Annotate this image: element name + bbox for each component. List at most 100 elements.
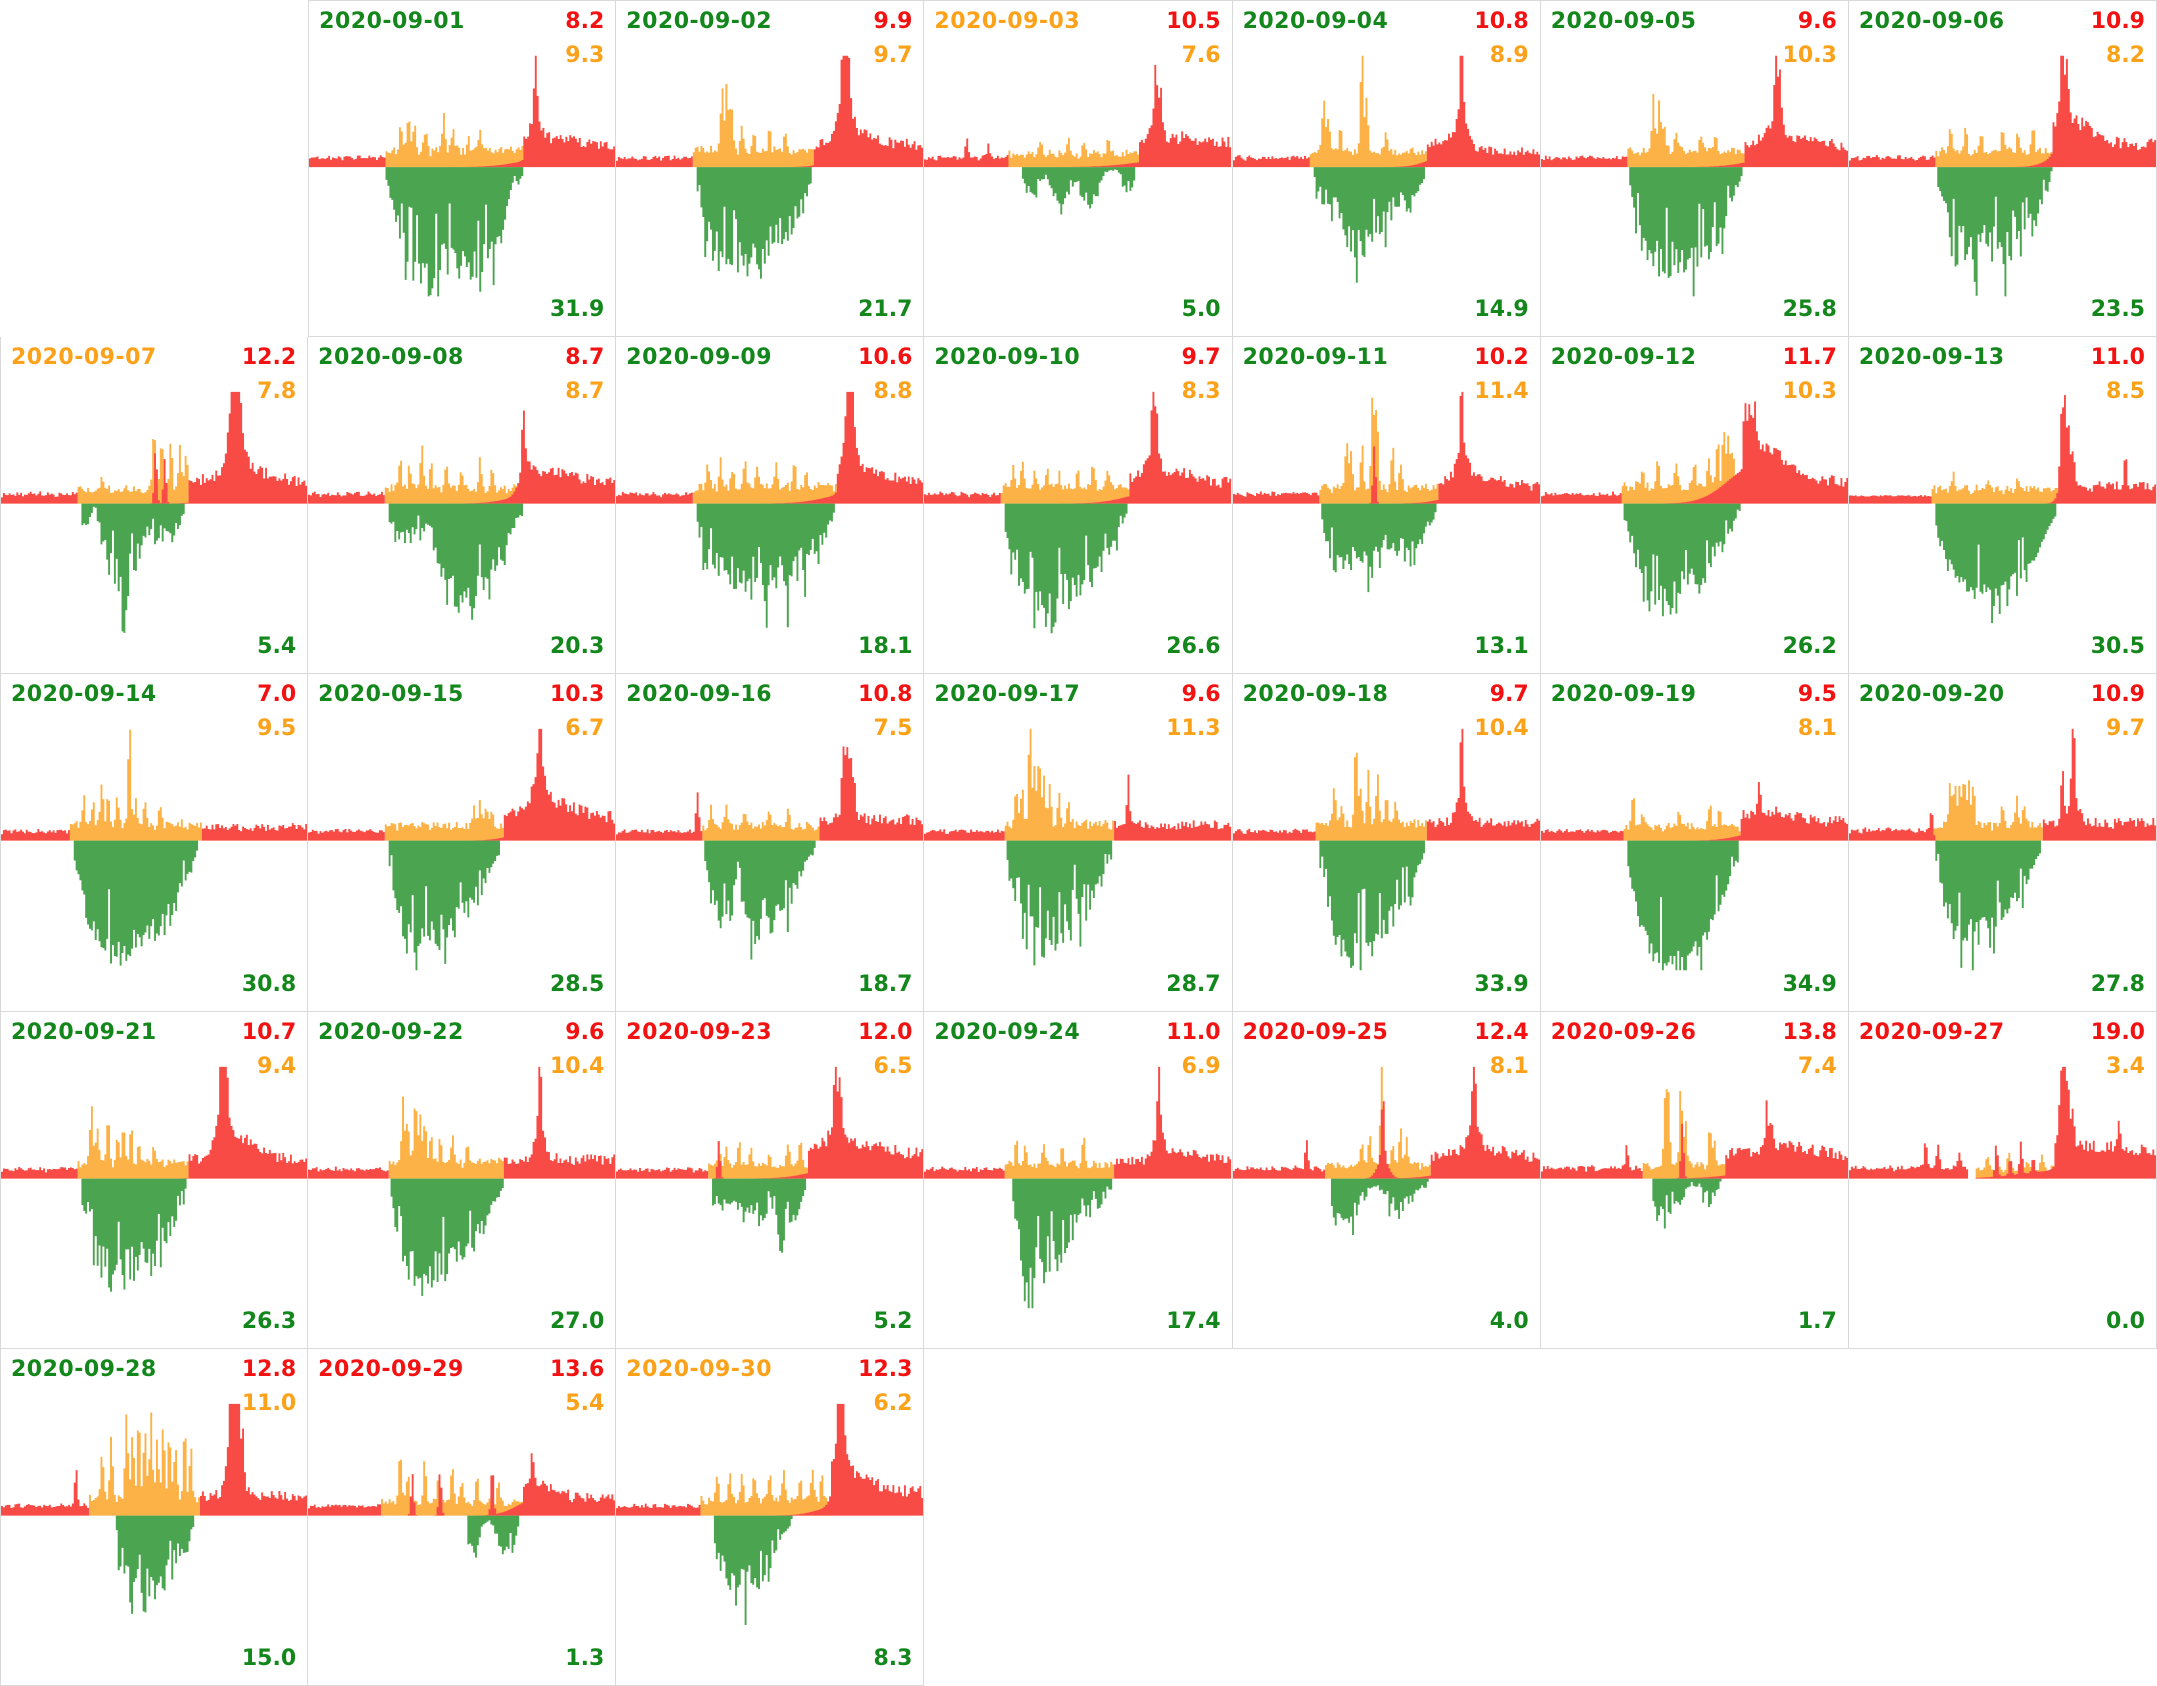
value-green: 1.7 bbox=[1797, 1308, 1837, 1334]
value-green: 5.0 bbox=[1181, 297, 1221, 323]
day-chart bbox=[924, 1066, 1232, 1308]
day-chart bbox=[1848, 395, 2156, 624]
date-label: 2020-09-18 bbox=[1242, 682, 1389, 708]
value-orange: 8.1 bbox=[1489, 1053, 1529, 1079]
date-label: 2020-09-19 bbox=[1550, 682, 1697, 708]
red-area bbox=[616, 392, 924, 504]
value-red: 12.4 bbox=[1474, 1019, 1529, 1045]
date-label: 2020-09-27 bbox=[1858, 1019, 2005, 1045]
value-orange: 9.7 bbox=[873, 43, 913, 68]
orange-area bbox=[308, 445, 616, 504]
day-cell: 2020-09-11 10.2 11.4 13.1 bbox=[1232, 337, 1541, 675]
day-chart bbox=[1, 1403, 308, 1614]
value-orange: 10.4 bbox=[1474, 716, 1529, 742]
value-orange: 5.4 bbox=[565, 1390, 605, 1416]
value-orange: 11.0 bbox=[241, 1390, 297, 1416]
green-area bbox=[1540, 1178, 1848, 1229]
date-label: 2020-09-26 bbox=[1550, 1019, 1697, 1045]
day-cell: 2020-09-05 9.6 10.3 25.8 bbox=[1540, 0, 1849, 338]
day-cell: 2020-09-12 11.7 10.3 26.2 bbox=[1540, 337, 1849, 675]
day-chart bbox=[308, 1066, 616, 1296]
value-green: 18.1 bbox=[858, 634, 913, 660]
day-cell: 2020-09-04 10.8 8.9 14.9 bbox=[1232, 0, 1541, 338]
value-orange: 11.3 bbox=[1166, 716, 1221, 742]
value-orange: 3.4 bbox=[2106, 1053, 2145, 1079]
day-chart bbox=[1232, 392, 1540, 593]
red-area bbox=[1232, 729, 1540, 841]
orange-area bbox=[1232, 55, 1540, 168]
orange-area bbox=[1540, 94, 1848, 168]
green-area bbox=[1540, 503, 1848, 617]
value-green: 20.3 bbox=[550, 634, 605, 660]
value-red: 10.8 bbox=[1474, 9, 1529, 34]
green-area bbox=[1, 1515, 308, 1614]
value-orange: 7.4 bbox=[1797, 1053, 1837, 1079]
value-red: 11.0 bbox=[1166, 1019, 1221, 1045]
red-area bbox=[1, 823, 308, 841]
orange-area bbox=[1232, 753, 1540, 841]
red-area bbox=[616, 746, 924, 841]
red-area bbox=[1232, 1066, 1540, 1179]
value-orange: 6.2 bbox=[873, 1390, 913, 1416]
orange-area bbox=[616, 1140, 924, 1179]
red-area bbox=[1, 1403, 308, 1516]
day-cell: 2020-09-16 10.8 7.5 18.7 bbox=[616, 674, 925, 1012]
date-label: 2020-09-05 bbox=[1550, 9, 1697, 34]
value-green: 21.7 bbox=[858, 297, 913, 323]
green-area bbox=[1848, 503, 2156, 624]
orange-area bbox=[616, 457, 924, 504]
value-orange: 6.7 bbox=[565, 716, 605, 742]
green-area bbox=[924, 167, 1232, 215]
red-area bbox=[924, 65, 1232, 168]
red-area bbox=[308, 1453, 616, 1516]
day-cell: 2020-09-26 13.8 7.4 1.7 bbox=[1540, 1011, 1849, 1349]
day-cell: 2020-09-18 9.7 10.4 33.9 bbox=[1232, 674, 1541, 1012]
value-red: 9.5 bbox=[1797, 682, 1837, 708]
red-area bbox=[309, 55, 616, 168]
day-cell: 2020-09-25 12.4 8.1 4.0 bbox=[1232, 1011, 1541, 1349]
day-cell: 2020-09-19 9.5 8.1 34.9 bbox=[1540, 674, 1849, 1012]
value-red: 10.8 bbox=[858, 682, 913, 708]
green-area bbox=[308, 840, 616, 971]
value-orange: 8.5 bbox=[2106, 379, 2145, 405]
value-green: 26.3 bbox=[241, 1308, 297, 1334]
date-label: 2020-09-14 bbox=[11, 682, 157, 708]
green-area bbox=[1232, 167, 1540, 283]
day-cell: 2020-09-01 8.2 9.3 31.9 bbox=[308, 0, 617, 338]
value-red: 19.0 bbox=[2090, 1019, 2145, 1045]
red-area bbox=[1540, 401, 1848, 504]
value-red: 9.6 bbox=[565, 1019, 605, 1045]
value-green: 18.7 bbox=[858, 971, 913, 997]
green-area bbox=[309, 167, 616, 297]
red-area bbox=[308, 1066, 616, 1179]
red-area bbox=[1, 1066, 308, 1179]
date-label: 2020-09-12 bbox=[1550, 345, 1697, 371]
green-area bbox=[924, 1178, 1232, 1308]
day-chart bbox=[1540, 1088, 1848, 1229]
green-area bbox=[1232, 1178, 1540, 1235]
day-chart bbox=[1848, 55, 2156, 297]
orange-area bbox=[308, 1096, 616, 1179]
date-label: 2020-09-11 bbox=[1242, 345, 1389, 371]
day-cell: 2020-09-13 11.0 8.5 30.5 bbox=[1848, 337, 2157, 675]
value-orange: 10.3 bbox=[1782, 43, 1837, 68]
empty-cell bbox=[1540, 1348, 1849, 1686]
day-cell: 2020-09-24 11.0 6.9 17.4 bbox=[924, 1011, 1233, 1349]
day-cell: 2020-09-03 10.5 7.6 5.0 bbox=[924, 0, 1233, 338]
orange-area bbox=[1540, 798, 1848, 841]
red-area bbox=[924, 392, 1232, 504]
value-green: 27.0 bbox=[550, 1308, 605, 1334]
value-green: 5.2 bbox=[873, 1308, 913, 1334]
red-area bbox=[924, 1066, 1232, 1179]
day-cell: 2020-09-09 10.6 8.8 18.1 bbox=[616, 337, 925, 675]
value-orange: 7.6 bbox=[1181, 43, 1221, 68]
day-chart bbox=[616, 55, 924, 279]
green-area bbox=[308, 1515, 616, 1558]
green-area bbox=[1, 503, 308, 634]
value-orange: 8.9 bbox=[1489, 43, 1529, 68]
red-area bbox=[924, 775, 1232, 841]
day-cell: 2020-09-30 12.3 6.2 8.3 bbox=[616, 1348, 925, 1686]
value-red: 10.5 bbox=[1166, 9, 1221, 34]
red-area bbox=[616, 55, 924, 168]
